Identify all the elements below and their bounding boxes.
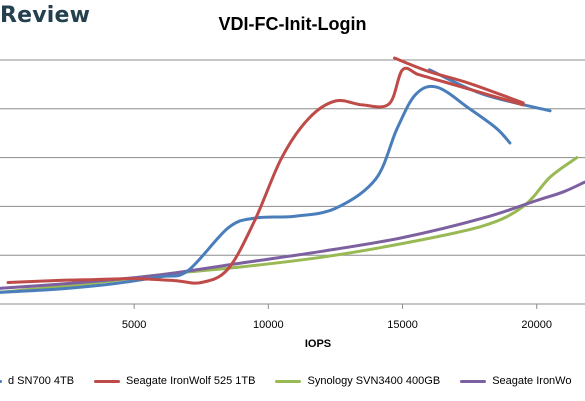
- chart-title: VDI-FC-Init-Login: [218, 14, 367, 34]
- legend-label-synology: Synology SVN3400 400GB: [307, 375, 441, 387]
- legend-item-ironwolf-525-1tb: Seagate IronWolf 525 1TB: [94, 375, 255, 387]
- series-line-seagate-ironwolf-525-1tb: [6, 66, 525, 285]
- x-axis-label: IOPS: [305, 338, 331, 350]
- legend-swatch-wd-red: [0, 379, 2, 383]
- series-line-synology-svn3400-400gb: [0, 156, 579, 294]
- brand-logo: Review: [0, 3, 91, 28]
- legend-swatch-synology: [275, 379, 302, 383]
- series-line-wd-red-sn700-4tb: [0, 84, 512, 294]
- chart-legend: d SN700 4TB Seagate IronWolf 525 1TB Syn…: [0, 373, 585, 389]
- series-tail-seagate-ironwolf-525-1tb: [393, 56, 525, 105]
- x-tick-label-10000: 10000: [253, 319, 284, 331]
- legend-label-ironwolf-525: Seagate IronWo: [492, 375, 572, 387]
- legend-swatch-ironwolf-525: [460, 379, 487, 383]
- legend-swatch-ironwolf-525-1tb: [94, 379, 121, 383]
- series-line-seagate-ironwolf-525: [0, 180, 585, 290]
- legend-item-ironwolf-525: Seagate IronWo: [460, 375, 571, 387]
- legend-label-wd-red: d SN700 4TB: [8, 375, 75, 387]
- legend-item-synology: Synology SVN3400 400GB: [275, 375, 440, 387]
- legend-item-wd-red: d SN700 4TB: [0, 375, 74, 387]
- legend-label-ironwolf-525-1tb: Seagate IronWolf 525 1TB: [126, 375, 256, 387]
- x-tick-label-5000: 5000: [122, 319, 146, 331]
- x-tick-label-15000: 15000: [387, 319, 418, 331]
- x-tick-label-20000: 20000: [521, 319, 552, 331]
